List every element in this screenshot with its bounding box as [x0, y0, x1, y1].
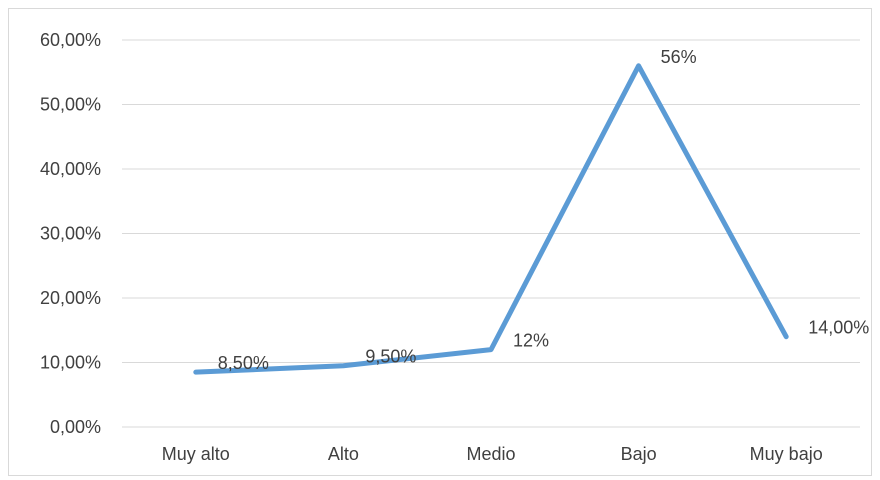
x-tick-label: Alto — [328, 444, 359, 464]
chart-frame — [8, 8, 872, 476]
data-label: 12% — [513, 331, 549, 351]
series-line-group — [193, 63, 789, 375]
data-label: 56% — [661, 47, 697, 67]
data-label: 8,50% — [218, 353, 269, 373]
data-labels: 8,50% 9,50% 12% 56% 14,00% — [218, 47, 869, 373]
y-axis-tick-labels: 0,00% 10,00% 20,00% 30,00% 40,00% 50,00% 60,00… — [40, 30, 101, 437]
x-tick-label: Medio — [466, 444, 515, 464]
y-tick-label: 0,00% — [50, 417, 101, 437]
y-tick-label: 60,00% — [40, 30, 101, 50]
y-tick-label: 10,00% — [40, 353, 101, 373]
series-line — [193, 63, 789, 375]
data-label: 14,00% — [808, 318, 869, 338]
gridlines — [122, 39, 860, 428]
x-tick-label: Muy alto — [162, 444, 230, 464]
y-tick-label: 50,00% — [40, 95, 101, 115]
x-tick-label: Bajo — [621, 444, 657, 464]
y-tick-label: 20,00% — [40, 288, 101, 308]
data-label: 9,50% — [365, 347, 416, 367]
y-tick-label: 30,00% — [40, 224, 101, 244]
x-axis-tick-labels: Muy alto Alto Medio Bajo Muy bajo — [162, 444, 823, 464]
x-tick-label: Muy bajo — [750, 444, 823, 464]
y-tick-label: 40,00% — [40, 159, 101, 179]
